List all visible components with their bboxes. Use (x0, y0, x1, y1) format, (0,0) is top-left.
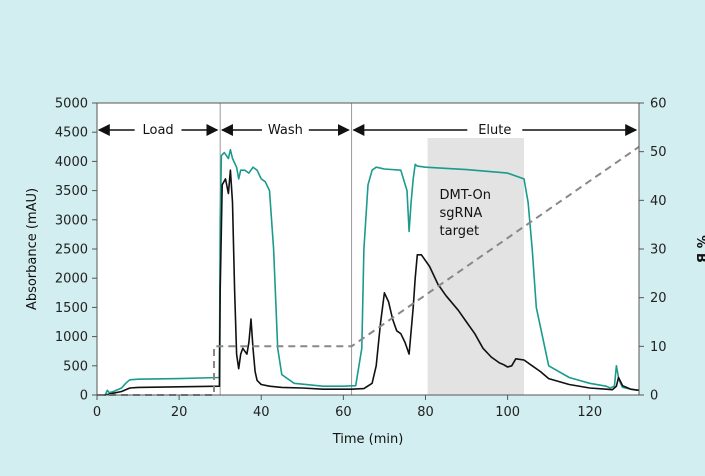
x-tick-label-0: 0 (93, 405, 101, 420)
x-axis-label: Time (min) (332, 432, 404, 447)
y2-tick-label-3: 30 (650, 243, 667, 258)
shade-annotation: DMT-On sgRNA target (440, 188, 492, 239)
shade-label-line-2: sgRNA (440, 206, 483, 221)
y-tick-label-0: 0 (80, 389, 88, 404)
x-tick-label-6: 120 (577, 405, 602, 420)
phase-label-0: Load (142, 123, 173, 138)
series-line-1 (97, 169, 640, 396)
y2-tick-label-0: 0 (650, 389, 658, 404)
phase-wash: Wash (220, 123, 350, 138)
phase-elute: Elute (352, 123, 638, 138)
y-tick-label-5: 2500 (55, 243, 88, 258)
plot-area (97, 103, 639, 395)
y-axis-label: Absorbance (mAU) (25, 188, 40, 310)
y-tick-label-9: 4500 (55, 126, 88, 141)
x-tick-label-2: 40 (253, 405, 270, 420)
x-tick-label-4: 80 (417, 405, 434, 420)
phase-load: Load (97, 123, 219, 138)
y-tick-label-1: 500 (63, 359, 88, 374)
y2-tick-label-1: 10 (650, 340, 667, 355)
y-tick-label-2: 1000 (55, 330, 88, 345)
x-tick-label-3: 60 (335, 405, 352, 420)
series-line-0 (97, 148, 640, 396)
y2-tick-label-5: 50 (650, 145, 667, 160)
y2-axis-label: % B (693, 235, 705, 262)
phase-label-2: Elute (478, 123, 511, 138)
y-tick-label-7: 3500 (55, 184, 88, 199)
x-tick-label-5: 100 (495, 405, 520, 420)
y-tick-label-4: 2000 (55, 272, 88, 287)
shaded-region (427, 138, 525, 396)
y2-tick-label-6: 60 (650, 97, 667, 112)
y2-tick-label-2: 20 (650, 291, 667, 306)
shade-label-line-1: DMT-On (440, 188, 492, 203)
y-tick-label-6: 3000 (55, 213, 88, 228)
x-axis-ticks: 0 20 40 60 80 100 120 (93, 395, 602, 420)
y-axis-ticks: 0 500 1000 1500 2000 2500 3000 3500 4000 4500 5000 (55, 97, 97, 404)
y2-tick-label-4: 40 (650, 194, 667, 209)
shade-label-line-3: target (440, 224, 480, 239)
y-tick-label-3: 1500 (55, 301, 88, 316)
x-tick-label-1: 20 (171, 405, 188, 420)
phase-arrows: Load Wash Elute (97, 123, 638, 138)
y2-axis-ticks: 0 10 20 30 40 50 60 (639, 97, 667, 404)
y-tick-label-10: 5000 (55, 97, 88, 112)
phase-label-1: Wash (268, 123, 303, 138)
y-tick-label-8: 4000 (55, 155, 88, 170)
